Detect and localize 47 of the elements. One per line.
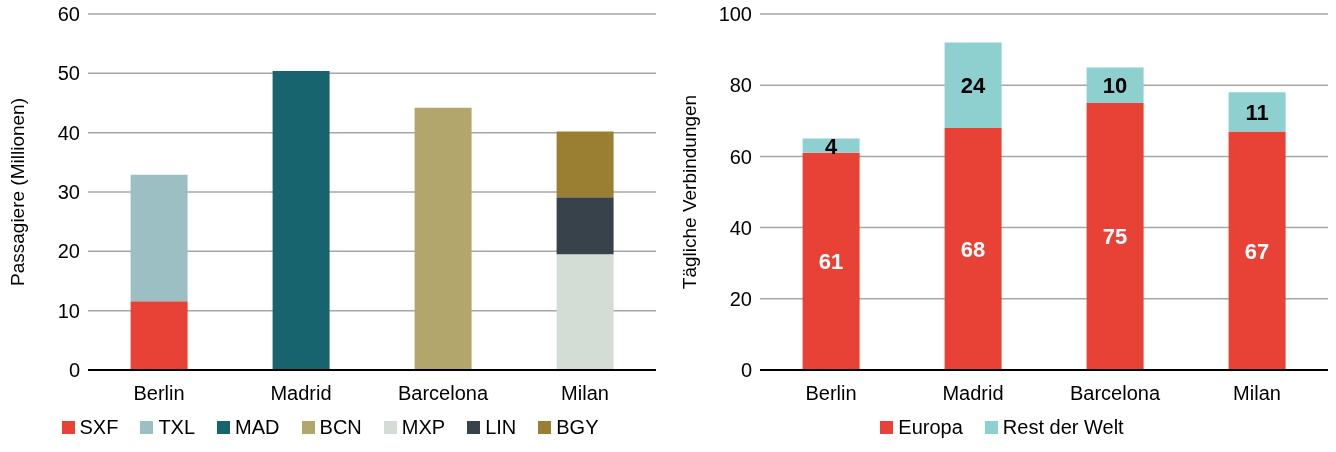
- y-tick-label: 20: [57, 240, 80, 263]
- x-tick-label: Berlin: [133, 382, 185, 405]
- x-tick-label: Barcelona: [1069, 382, 1161, 405]
- y-tick-label: 100: [718, 3, 752, 26]
- data-label: 4: [824, 133, 838, 159]
- legend-label: MXP: [401, 416, 446, 439]
- legend-label: MAD: [235, 416, 280, 439]
- bar: [1228, 92, 1286, 132]
- data-label: 67: [1244, 238, 1270, 264]
- y-tick-label: 40: [57, 121, 80, 144]
- legend-label: BGY: [556, 416, 599, 439]
- y-axis-title: Tägliche Verbindungen: [678, 94, 700, 290]
- data-label: 68: [960, 236, 986, 262]
- x-tick-label: Madrid: [270, 382, 332, 405]
- x-tick-label: Barcelona: [397, 382, 489, 405]
- y-tick-label: 10: [57, 299, 80, 322]
- legend-label: Rest der Welt: [1002, 416, 1124, 439]
- y-axis-title: Passagiere (Millionen): [6, 98, 28, 286]
- x-tick-label: Berlin: [805, 382, 857, 405]
- bar: [1086, 67, 1144, 103]
- bar: [944, 42, 1002, 128]
- bar: [944, 127, 1002, 370]
- y-tick-label: 30: [57, 181, 80, 204]
- legend-label: Europa: [898, 416, 963, 439]
- y-tick-label: 60: [57, 3, 80, 26]
- y-tick-label: 80: [729, 74, 752, 97]
- y-tick-label: 20: [729, 287, 752, 310]
- y-tick-label: 50: [57, 62, 80, 85]
- data-label: 24: [960, 73, 987, 99]
- legend-label: SXF: [79, 416, 119, 439]
- x-tick-label: Madrid: [942, 382, 1004, 405]
- y-tick-label: 0: [740, 359, 752, 382]
- data-label: 10: [1102, 73, 1128, 99]
- legend-label: BCN: [319, 416, 362, 439]
- bar: [802, 152, 860, 370]
- y-tick-label: 40: [729, 216, 752, 239]
- bar: [1228, 131, 1286, 370]
- y-tick-label: 60: [729, 145, 752, 168]
- data-label: 75: [1102, 224, 1128, 250]
- legend-label: TXL: [158, 416, 196, 439]
- legend-label: LIN: [485, 416, 517, 439]
- data-label: 61: [818, 249, 844, 275]
- bar: [1086, 103, 1144, 370]
- x-tick-label: Milan: [561, 382, 609, 405]
- data-label: 11: [1245, 99, 1269, 125]
- x-tick-label: Milan: [1233, 382, 1281, 405]
- y-tick-label: 0: [68, 359, 80, 382]
